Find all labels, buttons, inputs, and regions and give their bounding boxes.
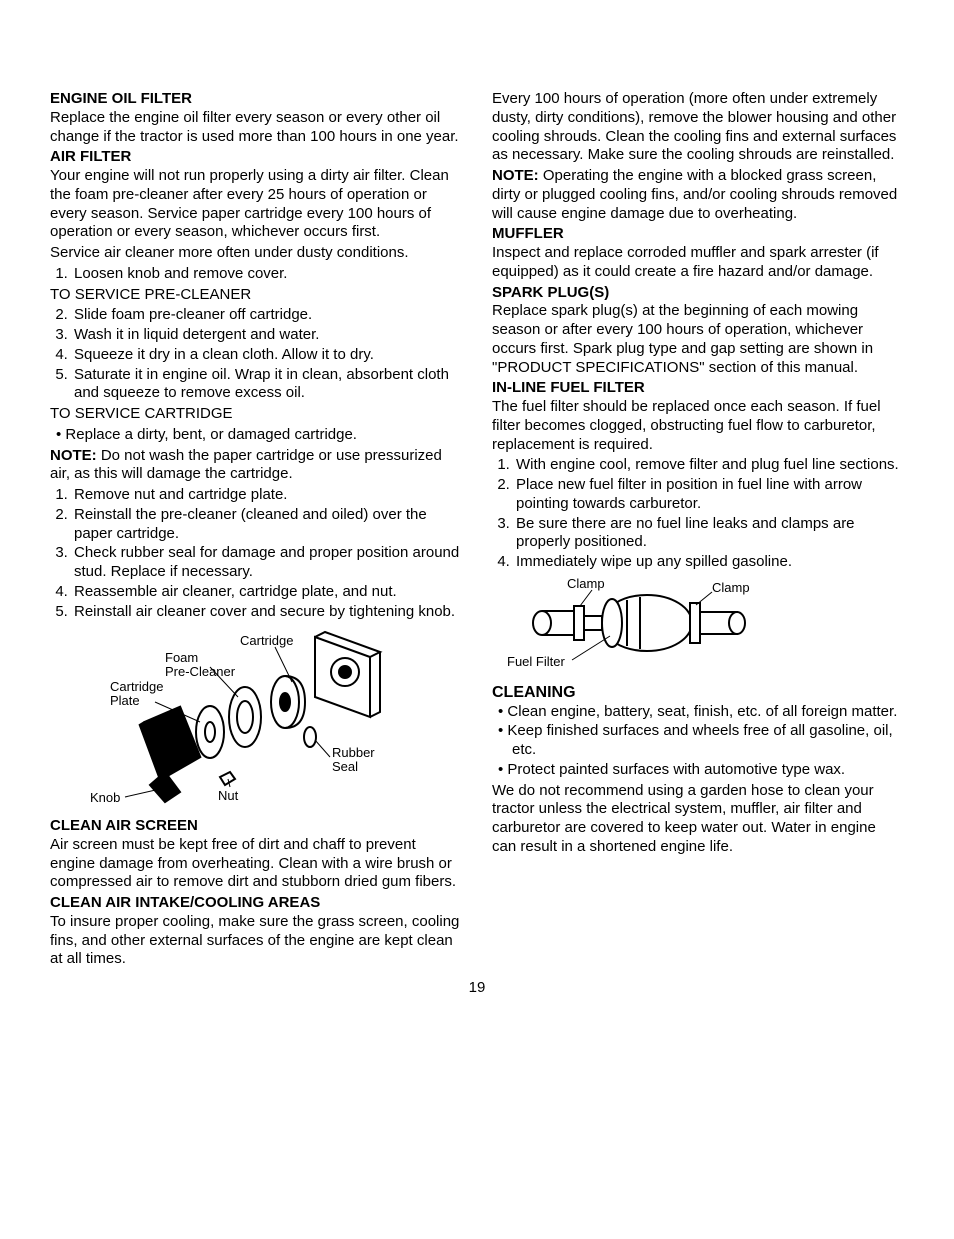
bullet-list: Replace a dirty, bent, or damaged cartri… [50, 426, 462, 445]
para: Your engine will not run properly using … [50, 167, 462, 242]
diagram-label-clamp-left: Clamp [567, 578, 605, 591]
list-item: Slide foam pre-cleaner off cartridge. [72, 306, 462, 325]
list-item: With engine cool, remove filter and plug… [514, 456, 904, 475]
left-column: ENGINE OIL FILTER Replace the engine oil… [50, 90, 462, 971]
para: Service air cleaner more often under dus… [50, 244, 462, 263]
diagram-label-nut: Nut [218, 788, 239, 803]
para: Inspect and replace corroded muffler and… [492, 244, 904, 282]
ordered-list: Remove nut and cartridge plate. Reinstal… [50, 486, 462, 621]
note-text: Operating the engine with a blocked gras… [492, 167, 897, 222]
list-item: Be sure there are no fuel line leaks and… [514, 515, 904, 553]
list-item: Check rubber seal for damage and proper … [72, 544, 462, 582]
list-item: Keep finished surfaces and wheels free o… [512, 722, 904, 760]
diagram-label-fuel-filter: Fuel Filter [507, 654, 565, 669]
list-item: Squeeze it dry in a clean cloth. Allow i… [72, 346, 462, 365]
list-item: Replace a dirty, bent, or damaged cartri… [70, 426, 462, 445]
list-item: Reinstall air cleaner cover and secure b… [72, 603, 462, 622]
note: NOTE: Operating the engine with a blocke… [492, 167, 904, 223]
note-text: Do not wash the paper cartridge or use p… [50, 447, 442, 483]
para: Replace spark plug(s) at the beginning o… [492, 302, 904, 377]
para: Replace the engine oil filter every seas… [50, 109, 462, 147]
note: NOTE: Do not wash the paper cartridge or… [50, 447, 462, 485]
heading-fuel-filter: IN-LINE FUEL FILTER [492, 379, 904, 398]
diagram-label-rubber: Rubber Seal [332, 745, 378, 774]
diagram-label-cartridge: Cartridge [240, 633, 293, 648]
diagram-label-foam: Foam Pre-Cleaner [165, 650, 236, 679]
ordered-list: Loosen knob and remove cover. [50, 265, 462, 284]
para: The fuel filter should be replaced once … [492, 398, 904, 454]
para: Air screen must be kept free of dirt and… [50, 836, 462, 892]
fuel-filter-diagram: Clamp Clamp Fuel Filter [502, 578, 904, 679]
subheading: TO SERVICE PRE-CLEANER [50, 286, 462, 305]
air-filter-diagram: Cartridge Foam Pre-Cleaner Cartridge Pla… [70, 627, 462, 813]
ordered-list: With engine cool, remove filter and plug… [492, 456, 904, 572]
list-item: Place new fuel filter in position in fue… [514, 476, 904, 514]
list-item: Reassemble air cleaner, cartridge plate,… [72, 583, 462, 602]
diagram-label-clamp-right: Clamp [712, 580, 750, 595]
heading-engine-oil-filter: ENGINE OIL FILTER [50, 90, 462, 109]
list-item: Saturate it in engine oil. Wrap it in cl… [72, 366, 462, 404]
para: To insure proper cooling, make sure the … [50, 913, 462, 969]
heading-clean-air-screen: CLEAN AIR SCREEN [50, 817, 462, 836]
para: We do not recommend using a garden hose … [492, 782, 904, 857]
ordered-list: Slide foam pre-cleaner off cartridge. Wa… [50, 306, 462, 403]
list-item: Immediately wipe up any spilled gasoline… [514, 553, 904, 572]
list-item: Wash it in liquid detergent and water. [72, 326, 462, 345]
list-item: Clean engine, battery, seat, finish, etc… [512, 703, 904, 722]
heading-clean-air-intake: CLEAN AIR INTAKE/COOLING AREAS [50, 894, 462, 913]
heading-muffler: MUFFLER [492, 225, 904, 244]
right-column: Every 100 hours of operation (more often… [492, 90, 904, 971]
subheading: TO SERVICE CARTRIDGE [50, 405, 462, 424]
page-content: ENGINE OIL FILTER Replace the engine oil… [50, 90, 904, 971]
note-label: NOTE: [50, 447, 97, 464]
heading-air-filter: AIR FILTER [50, 148, 462, 167]
para: Every 100 hours of operation (more often… [492, 90, 904, 165]
diagram-label-knob: Knob [90, 790, 120, 805]
list-item: Reinstall the pre-cleaner (cleaned and o… [72, 506, 462, 544]
page-number: 19 [50, 979, 904, 998]
bullet-list: Clean engine, battery, seat, finish, etc… [492, 703, 904, 780]
note-label: NOTE: [492, 167, 539, 184]
list-item: Remove nut and cartridge plate. [72, 486, 462, 505]
list-item: Loosen knob and remove cover. [72, 265, 462, 284]
heading-cleaning: CLEANING [492, 683, 904, 703]
list-item: Protect painted surfaces with automotive… [512, 761, 904, 780]
heading-spark-plug: SPARK PLUG(S) [492, 284, 904, 303]
